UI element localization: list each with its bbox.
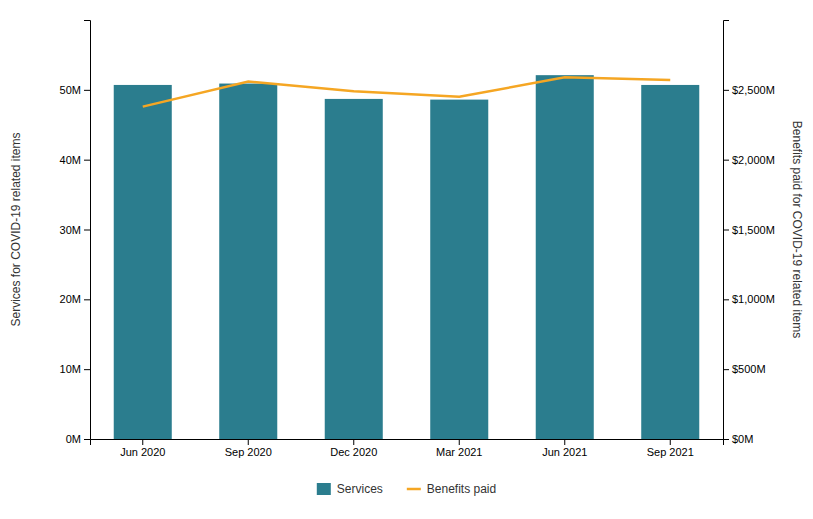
bar — [219, 84, 277, 439]
tick: Sep 2020 — [225, 439, 272, 458]
bar-series — [114, 75, 700, 439]
y-axis-title: Services for COVID-19 related items — [9, 132, 23, 326]
y2-axis: $0M $500M $1,000M $1,500M $2,000M $2,500M — [723, 21, 775, 446]
tick-mark — [723, 439, 729, 440]
tick-label: 0M — [66, 433, 81, 445]
x-axis: Jun 2020 Sep 2020 Dec 2020 Mar 2021 Jun 2021… — [91, 439, 724, 458]
bar — [536, 75, 594, 439]
axis-line — [91, 440, 724, 446]
tick-mark — [353, 439, 354, 445]
tick-label: 20M — [60, 293, 81, 305]
tick: $2,000M — [723, 154, 775, 166]
axis-line — [84, 21, 91, 440]
line — [143, 77, 671, 106]
tick-label: $500M — [732, 363, 766, 375]
marks — [114, 75, 700, 439]
tick-label: Dec 2020 — [330, 446, 377, 458]
tick-label: $1,000M — [732, 293, 775, 305]
tick: 20M — [60, 293, 90, 305]
tick-label: $2,500M — [732, 84, 775, 96]
tick: $1,000M — [723, 293, 775, 305]
legend-label: Benefits paid — [427, 482, 496, 496]
bar — [325, 99, 383, 439]
tick-mark — [248, 439, 249, 445]
tick: 10M — [60, 363, 90, 375]
tick: $2,500M — [723, 84, 775, 96]
tick-label: $1,500M — [732, 224, 775, 236]
tick: Jun 2020 — [120, 439, 165, 458]
tick-mark — [564, 439, 565, 445]
tick-mark — [84, 299, 90, 300]
plot: Jun 2020 Sep 2020 Dec 2020 Mar 2021 Jun 2021… — [9, 21, 804, 458]
tick: $1,500M — [723, 224, 775, 236]
tick-label: Jun 2021 — [542, 446, 587, 458]
tick: 0M — [66, 433, 90, 445]
legend-label: Services — [337, 482, 383, 496]
tick-mark — [84, 369, 90, 370]
tick: $500M — [723, 363, 766, 375]
tick-label: $2,000M — [732, 154, 775, 166]
tick-mark — [84, 230, 90, 231]
legend-swatch — [407, 488, 421, 491]
legend-item: Benefits paid — [407, 482, 496, 496]
tick-label: Sep 2021 — [647, 446, 694, 458]
tick-mark — [723, 160, 729, 161]
tick-mark — [723, 90, 729, 91]
y-axis: 0M 10M 20M 30M 40M 50M — [60, 21, 91, 446]
tick-mark — [670, 439, 671, 445]
tick: Sep 2021 — [647, 439, 694, 458]
bar — [641, 85, 699, 439]
tick-label: Sep 2020 — [225, 446, 272, 458]
tick: $0M — [723, 433, 753, 445]
tick-label: Mar 2021 — [436, 446, 482, 458]
legend-swatch — [317, 483, 331, 495]
tick-mark — [723, 369, 729, 370]
tick-mark — [723, 299, 729, 300]
tick-label: $0M — [732, 433, 753, 445]
bar — [430, 100, 488, 439]
tick: Mar 2021 — [436, 439, 482, 458]
chart: Jun 2020 Sep 2020 Dec 2020 Mar 2021 Jun 2021… — [0, 0, 813, 519]
tick-mark — [84, 160, 90, 161]
tick: Jun 2021 — [542, 439, 587, 458]
axis-line — [724, 21, 730, 440]
legend-item: Services — [317, 482, 383, 496]
tick-mark — [84, 439, 90, 440]
tick-label: Jun 2020 — [120, 446, 165, 458]
tick-mark — [142, 439, 143, 445]
tick-label: 40M — [60, 154, 81, 166]
legend: Services Benefits paid — [317, 482, 496, 496]
tick-mark — [84, 90, 90, 91]
tick: 40M — [60, 154, 90, 166]
tick: 30M — [60, 224, 90, 236]
bar — [114, 85, 172, 439]
tick: 50M — [60, 84, 90, 96]
tick-mark — [723, 230, 729, 231]
tick-label: 30M — [60, 224, 81, 236]
tick-label: 10M — [60, 363, 81, 375]
tick-mark — [459, 439, 460, 445]
tick-label: 50M — [60, 84, 81, 96]
y2-axis-title: Benefits paid for COVID-19 related items — [790, 121, 804, 338]
tick: Dec 2020 — [330, 439, 377, 458]
